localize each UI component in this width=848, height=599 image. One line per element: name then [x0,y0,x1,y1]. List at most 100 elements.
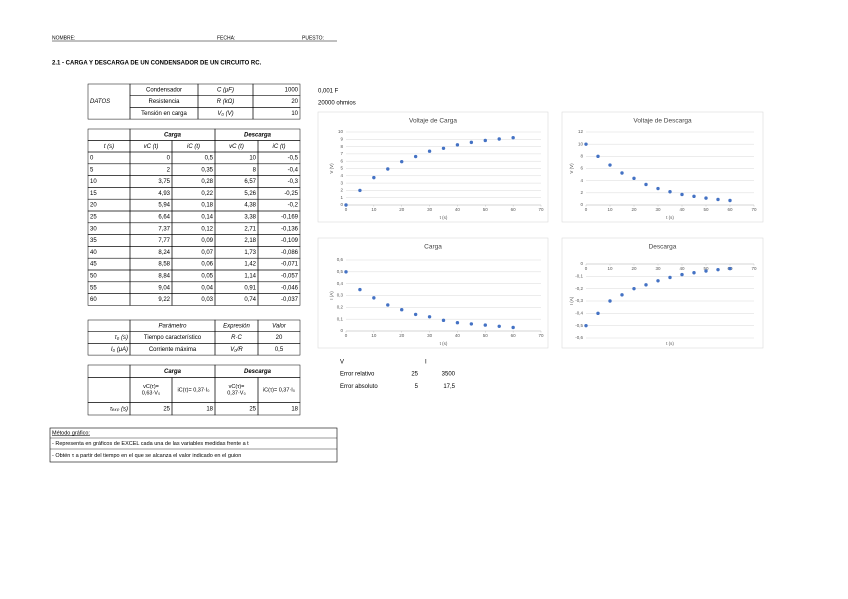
x-tick-label: 40 [679,266,685,271]
y-axis-label: I (A) [569,296,574,305]
x-tick-label: 10 [371,207,377,212]
cell-text: 5 [90,167,94,173]
y-tick-label: 0 [580,261,583,266]
y-tick-label: 6 [580,166,583,171]
cell-text: 0 [167,155,171,161]
y-axis-label: V (V) [329,163,334,174]
data-point [400,308,404,312]
chart-title: Carga [424,244,442,251]
x-tick-label: 40 [679,207,685,212]
y-tick-label: 0,6 [337,257,344,262]
cell-text: vC(τ)= [229,384,245,390]
cell-text: 5,26 [244,191,256,197]
data-point [644,283,648,287]
data-point [716,197,720,202]
y-tick-label: 2 [580,190,583,195]
data-point [455,143,460,147]
cell-text: 10 [90,179,97,185]
y-tick-label: 1 [340,195,343,200]
table-cell [257,343,301,356]
x-tick-label: 70 [751,266,757,271]
cell-text: -0,037 [281,297,299,303]
cell-text: 45 [90,262,97,268]
cell-text: 20 [291,99,298,105]
cell-text: 25 [249,406,256,412]
x-axis-label: t (s) [666,341,674,346]
cell-text: 0,91 [244,285,256,291]
cell-text: -0,5 [288,155,299,161]
y-tick-label: 2 [340,188,343,193]
cell-text: Carga [164,369,182,375]
x-tick-label: 60 [727,207,733,212]
x-tick-label: 10 [607,207,613,212]
y-tick-label: -0,6 [575,335,583,340]
data-point [728,198,732,203]
chart-frame [317,237,549,349]
cell-text: 2,18 [244,238,256,244]
data-point [483,323,487,327]
y-tick-label: 9 [340,136,343,141]
x-tick-label: 30 [427,333,433,338]
method-box [49,427,338,463]
y-tick-label: -0,3 [575,298,583,303]
data-point [716,267,720,272]
y-tick-label: 0,5 [337,269,344,274]
data-point [358,287,362,292]
cell-text: Descarga [244,132,272,138]
error-cell: Error absoluto [340,384,378,390]
cell-text: 0 [90,155,94,161]
y-tick-label: 0,2 [337,305,344,310]
y-tick-label: 0 [340,202,343,207]
y-tick-label: 10 [578,141,584,146]
cell-text: 9,22 [158,297,170,303]
data-point [511,325,515,330]
x-tick-label: 20 [631,207,637,212]
x-tick-label: 20 [399,333,405,338]
cell-text: τₑₓₚ (s) [110,406,128,412]
error-cell: 3500 [442,372,456,378]
cell-text: 60 [90,297,97,303]
name-label: NOMBRE: [52,35,75,41]
data-point [386,303,390,307]
cell-text: 18 [206,406,213,412]
cell-text: 9,04 [158,285,170,291]
chart-title: Voltaje de Carga [409,118,457,125]
method-item: - Representa en gráficos de EXCEL cada u… [52,441,249,447]
data-point [620,171,624,175]
cell-text: 20 [276,335,283,341]
error-column: I [425,360,427,366]
x-tick-label: 10 [607,266,613,271]
cell-text: iC (t) [187,144,200,150]
cell-text: 10 [291,111,298,117]
x-tick-label: 30 [427,207,433,212]
data-point [596,311,600,316]
data-point [632,286,636,291]
x-tick-label: 20 [399,207,405,212]
cell-text: 0,37·V₀ [227,391,246,397]
data-point [656,279,660,283]
cell-text: 35 [90,238,97,244]
y-tick-label: -0,2 [575,286,583,291]
cell-text: Condensador [146,87,182,93]
x-axis-label: t (s) [440,341,448,346]
datos-note: 0,001 F [318,89,339,95]
cell-text: 0,63·V₀ [142,391,161,397]
cell-text: iC (t) [273,144,286,150]
cell-text: 0,06 [201,262,213,268]
cell-text: 4,38 [244,203,256,209]
data-point [656,186,660,191]
cell-text: V₀/R [230,347,243,353]
cell-text: vC(τ)= [143,384,159,390]
cell-text: vC (t) [144,144,159,150]
y-tick-label: 0 [340,328,343,333]
cell-text: 1,42 [244,262,256,268]
x-tick-label: 0 [345,207,348,212]
cell-text: vC (t) [229,144,244,150]
cell-text: 1,14 [244,273,256,279]
cell-text: 0,05 [201,273,213,279]
cell-text: -0,4 [288,167,299,173]
cell-text: 40 [90,250,97,256]
cell-text: -0,086 [281,250,299,256]
data-point [427,315,432,319]
